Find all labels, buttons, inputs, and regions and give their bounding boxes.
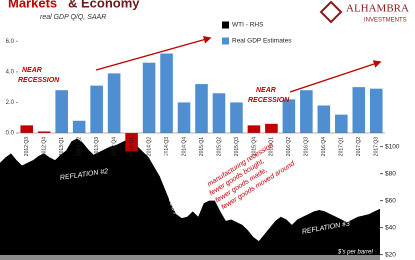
x-tick-label: 2015:Q2 <box>216 137 222 156</box>
bar <box>230 102 243 133</box>
gdp-panel: 0.0 2.0 4.0 6.0 2012:Q3 2012:Q4 2013:Q1 2013:Q2… <box>6 21 385 156</box>
annotation: NEAR <box>256 87 276 94</box>
wti-area <box>0 138 380 260</box>
logo-tagline: INVESTMENTS <box>364 18 407 24</box>
y2-tick-label: $80 <box>385 170 396 177</box>
bar <box>160 53 173 134</box>
bar <box>20 125 34 133</box>
bar <box>335 114 348 133</box>
x-tick-label: 2014:Q1 <box>129 137 135 156</box>
x-tick-label: 2014:Q4 <box>181 137 187 156</box>
trend-arrow <box>95 35 212 71</box>
x-tick-label: 2017:Q3 <box>374 137 380 156</box>
legend-swatch <box>222 37 229 45</box>
x-tick-label: 2016:Q1 <box>269 137 275 156</box>
x-tick-label: 2015:Q3 <box>234 137 240 156</box>
legend-label: Real GDP Estimates <box>232 38 292 45</box>
title-part: Markets <box>8 0 57 10</box>
bar <box>72 120 86 133</box>
x-tick-label: 2015:Q4 <box>251 137 257 156</box>
bar <box>282 99 296 133</box>
y-tick-label: 4.0 <box>6 69 15 75</box>
legend-label: WTI - RHS <box>232 22 264 29</box>
bar <box>212 93 226 133</box>
x-tick-label: 2017:Q2 <box>356 137 362 156</box>
x-tick-label: 2013:Q4 <box>111 137 117 156</box>
bar <box>90 85 103 133</box>
x-tick-label: 2015:Q1 <box>199 137 205 156</box>
x-tick-label: 2016:Q4 <box>321 137 327 156</box>
bar <box>107 73 121 133</box>
logo: ALHAMBRA INVESTMENTS <box>319 0 409 24</box>
subtitle: real GDP Q/Q, SAAR <box>40 14 106 21</box>
y-tick-label: 2.0 <box>6 100 15 106</box>
y2-tick-label: $20 <box>385 251 396 258</box>
bar <box>265 123 278 133</box>
y-tick-label: 6.0 <box>6 39 15 45</box>
annotation: $'s per barrel <box>337 250 373 256</box>
logo-name: ALHAMBRA <box>346 3 409 15</box>
bar <box>125 133 138 152</box>
x-tick-label: 2013:Q1 <box>59 137 65 156</box>
bar <box>195 84 208 133</box>
x-tick-label: 2014:Q2 <box>146 137 152 156</box>
x-tick-label: 2017:Q1 <box>339 137 345 156</box>
annotation: RECESSION <box>248 97 290 104</box>
trend-arrow <box>289 60 382 93</box>
x-tick-label: 2014:Q3 <box>164 137 170 156</box>
bar <box>317 105 331 133</box>
x-tick-label: 2016:Q3 <box>304 137 310 156</box>
annotation: RECESSION <box>18 77 60 84</box>
bar <box>37 131 51 133</box>
y-tick-label: 0.0 <box>6 131 15 137</box>
legend-swatch <box>222 21 229 29</box>
x-tick-label: 2013:Q2 <box>76 137 82 156</box>
title-part: & Economy <box>68 0 140 10</box>
wti-panel: $100 $80 $60 $40 $20 <box>0 138 400 260</box>
bar <box>55 90 68 133</box>
annotation: NEAR <box>22 67 42 74</box>
bar <box>247 125 261 133</box>
y2-tick-label: $40 <box>385 224 396 231</box>
bar <box>369 88 383 133</box>
y2-tick-label: $100 <box>385 143 400 150</box>
bar <box>177 102 191 133</box>
x-tick-label: 2012:Q3 <box>24 137 30 156</box>
bar <box>352 87 366 133</box>
logo-icon <box>319 0 343 24</box>
x-tick-label: 2013:Q3 <box>94 137 100 156</box>
x-tick-label: 2012:Q4 <box>42 137 48 156</box>
y2-tick-label: $60 <box>385 197 396 204</box>
bar <box>142 62 156 133</box>
x-tick-label: 2016:Q2 <box>286 137 292 156</box>
baseline-band <box>0 255 380 260</box>
bar <box>300 90 313 133</box>
